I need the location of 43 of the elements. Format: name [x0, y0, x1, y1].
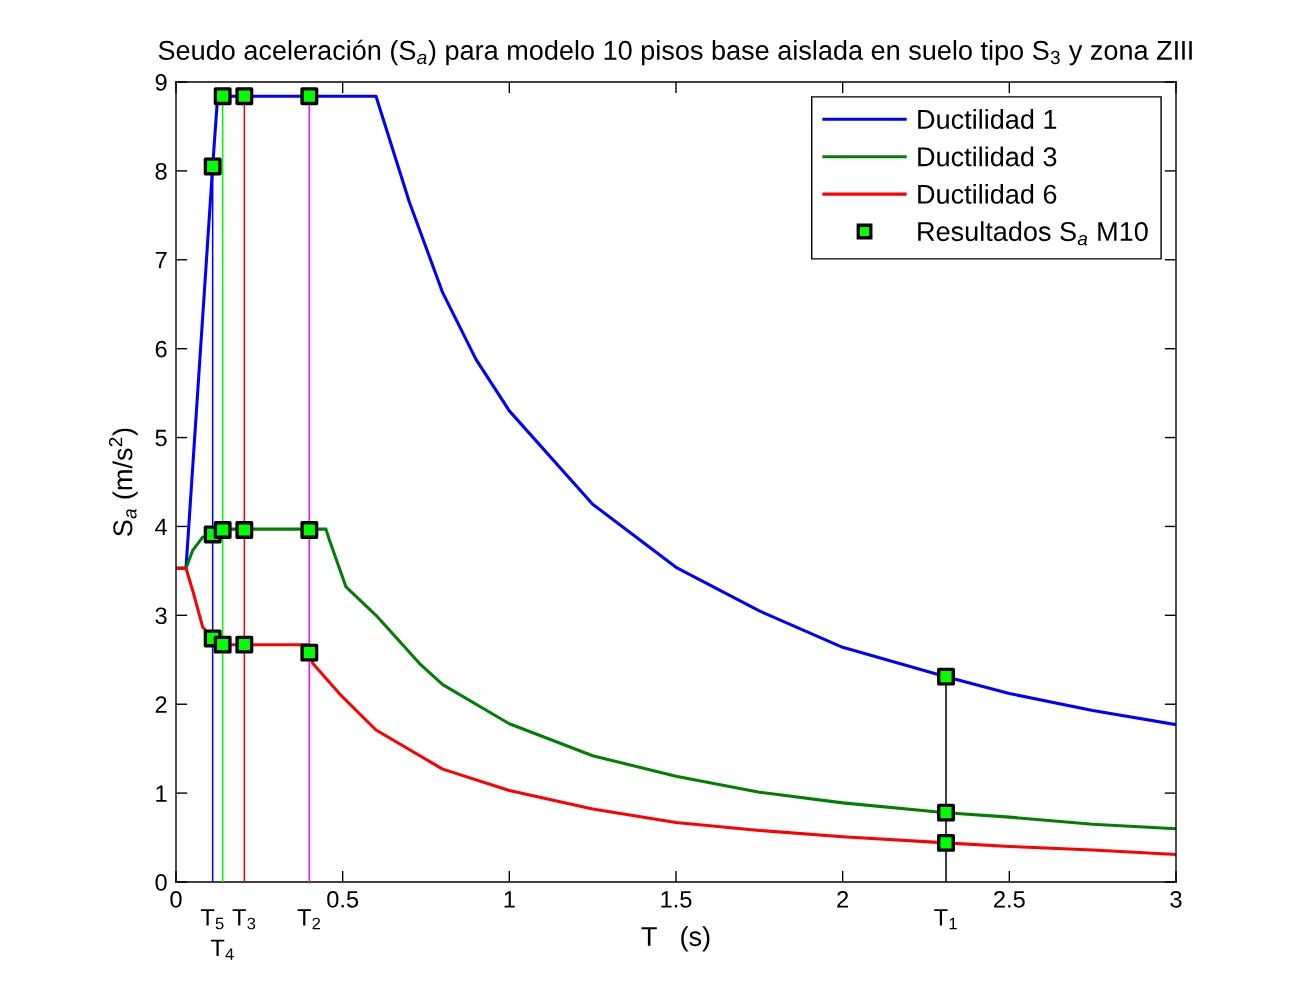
ref-line-label: T$_{4}$ [210, 939, 234, 960]
x-tick-label: 0.5 [327, 890, 359, 908]
ref-line-label: T$_{2}$ [297, 909, 321, 930]
point [213, 635, 232, 654]
point [937, 803, 955, 822]
point [213, 521, 232, 539]
point [203, 157, 222, 176]
x-tick-label: 1.5 [661, 891, 692, 908]
ref-line-label: T$_{5}$ [200, 909, 224, 930]
ref-line-label: T$_{3}$ [232, 909, 256, 930]
y-tick-label: 0 [155, 874, 167, 891]
point [235, 87, 254, 106]
point [937, 833, 955, 852]
point [235, 635, 254, 654]
legend-label: Ductilidad 6 [918, 183, 1057, 204]
x-tick-label: 1 [504, 891, 515, 908]
x-tick-label: 0 [170, 890, 182, 908]
y-tick-label: 7 [155, 252, 167, 269]
y-axis-title: S$_{a}$ (m/s$^{2}$) [108, 428, 138, 537]
point [300, 87, 319, 106]
y-tick-label: 4 [155, 518, 167, 535]
y-tick-label: 9 [155, 74, 167, 91]
x-axis-title: T (s) [641, 926, 710, 952]
point [235, 521, 254, 539]
legend-label: Ductilidad 1 [918, 109, 1057, 129]
point [213, 87, 232, 106]
y-tick-label: 1 [156, 785, 167, 802]
x-tick-label: 2.5 [994, 890, 1025, 908]
y-tick-label: 5 [155, 429, 167, 447]
legend-label: Resultados S$_{a}$ M10 [918, 221, 1148, 246]
x-tick-label: 2 [837, 890, 849, 908]
point [300, 521, 319, 539]
x-tick-label: 3 [1170, 890, 1182, 908]
y-tick-label: 8 [155, 162, 167, 180]
ref-line-label: T$_{1}$ [934, 909, 957, 930]
point [300, 643, 319, 662]
y-tick-label: 6 [155, 340, 167, 358]
point [937, 667, 955, 686]
chart-title: Seudo aceleración (S$_{a}$) para modelo 10 pisos base aislada en suelo tipo S$_{3}$ y zona ZIII [158, 39, 1192, 66]
legend-label: Ductilidad 3 [918, 146, 1057, 167]
line-series [176, 566, 1176, 856]
y-tick-label: 2 [155, 696, 167, 713]
y-tick-label: 3 [155, 607, 167, 625]
